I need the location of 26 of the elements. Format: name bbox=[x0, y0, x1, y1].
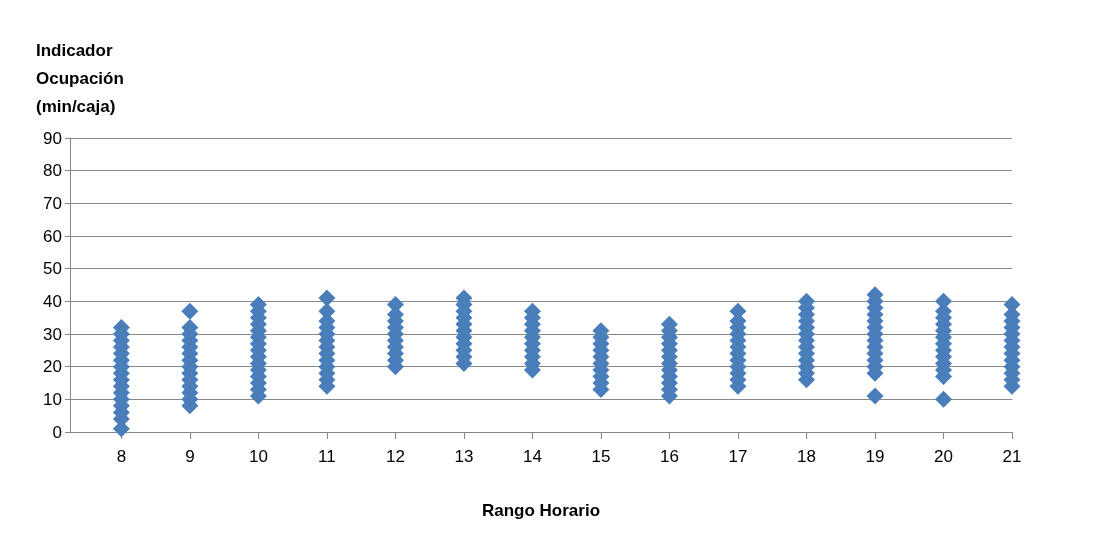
y-tick-label: 50 bbox=[43, 259, 62, 279]
x-tick-label: 19 bbox=[865, 447, 885, 466]
x-tick-label: 11 bbox=[318, 447, 336, 466]
x-tick-label: 21 bbox=[1002, 447, 1022, 466]
y-tick-label: 0 bbox=[52, 422, 62, 442]
x-tick-label: 8 bbox=[116, 447, 127, 466]
x-tick-label: 17 bbox=[728, 447, 748, 466]
x-axis-title: Rango Horario bbox=[481, 501, 601, 520]
y-axis-title: Indicador Ocupación (min/caja) bbox=[36, 40, 129, 116]
y-tick-label: 80 bbox=[43, 161, 62, 181]
x-tick-label: 18 bbox=[797, 447, 816, 466]
x-tick-label: 15 bbox=[591, 447, 611, 466]
x-tick-label: 20 bbox=[934, 447, 953, 466]
y-tick-label: 90 bbox=[43, 128, 62, 148]
x-tick-label: 13 bbox=[454, 447, 474, 466]
y-tick-label: 30 bbox=[43, 324, 62, 344]
x-tick-label: 9 bbox=[185, 447, 195, 466]
y-tick-label: 10 bbox=[43, 389, 62, 409]
y-tick-label: 70 bbox=[43, 193, 62, 213]
y-tick-label: 40 bbox=[43, 291, 62, 311]
y-tick-label: 60 bbox=[43, 226, 62, 246]
y-tick-label: 20 bbox=[43, 357, 62, 377]
x-tick-label: 14 bbox=[522, 447, 542, 466]
x-tick-label: 16 bbox=[659, 447, 679, 466]
x-tick-label: 12 bbox=[385, 447, 405, 466]
x-tick-label: 10 bbox=[248, 447, 268, 466]
